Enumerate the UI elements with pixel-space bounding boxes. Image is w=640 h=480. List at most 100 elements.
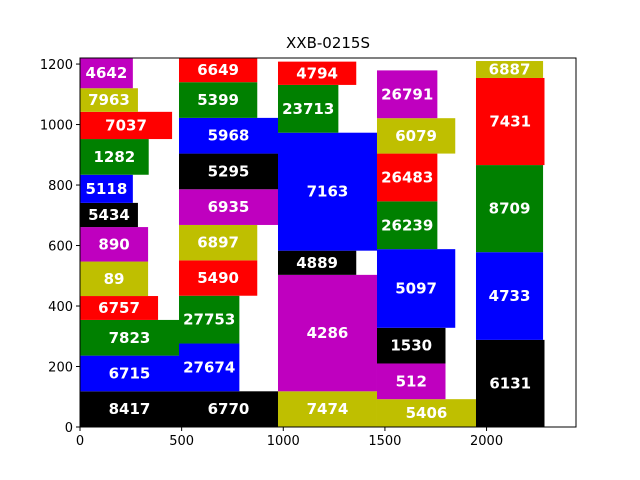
rect-512 — [376, 363, 446, 400]
rect-6887 — [475, 61, 544, 78]
x-tick-label: 500 — [169, 434, 194, 449]
y-tick-label: 800 — [48, 179, 73, 194]
rect-label: 7037 — [105, 116, 147, 134]
rect-label: 27674 — [183, 358, 235, 376]
chart-title: XXB-0215S — [286, 34, 370, 52]
rect-label: 6897 — [197, 234, 239, 252]
rect-label: 1282 — [93, 148, 135, 166]
rect-label: 26791 — [381, 85, 433, 103]
rect-label: 8709 — [489, 200, 531, 218]
x-tick-label: 2000 — [470, 434, 503, 449]
x-tick-label: 0 — [76, 434, 84, 449]
rect-8417 — [80, 391, 179, 427]
rect-label: 5118 — [86, 180, 128, 198]
chart-rects: 8417 6715 7823 6757 89 890 5434 5118 1282 7037 796… — [80, 58, 545, 427]
rect-4794 — [277, 61, 357, 85]
rect-6757 — [80, 296, 159, 320]
rect-5097 — [376, 249, 456, 328]
rect-label: 6131 — [489, 374, 531, 392]
rect-label: 4286 — [307, 324, 349, 342]
rect-7963 — [80, 88, 138, 112]
rect-1282 — [80, 139, 149, 175]
y-tick-label: 400 — [48, 300, 73, 315]
rect-label: 4889 — [296, 254, 338, 272]
rect-label: 27753 — [183, 311, 235, 329]
rect-label: 6079 — [395, 127, 437, 145]
rect-890 — [80, 227, 149, 262]
x-axis: 0 500 1000 1500 2000 — [76, 427, 503, 449]
rect-26483 — [376, 153, 438, 202]
rect-label: 4642 — [86, 64, 128, 82]
rect-label: 5399 — [197, 91, 239, 109]
rect-4889 — [277, 250, 357, 275]
rect-7037 — [80, 111, 173, 140]
rect-4642 — [80, 58, 133, 89]
rect-8709 — [475, 165, 544, 253]
rect-label: 890 — [98, 235, 129, 253]
rect-7163 — [277, 132, 377, 251]
rect-label: 5434 — [88, 206, 130, 224]
rect-23713 — [277, 84, 339, 133]
rect-5118 — [80, 174, 133, 203]
rect-6897 — [178, 224, 258, 261]
rect-4286 — [277, 274, 377, 392]
rect-7823 — [80, 319, 179, 356]
x-tick-label: 1500 — [368, 434, 401, 449]
plot-frame — [79, 57, 577, 428]
rect-label: 7474 — [307, 400, 349, 418]
rect-label: 6935 — [208, 198, 250, 216]
rect-label: 26239 — [381, 216, 433, 234]
rect-label: 7823 — [109, 329, 151, 347]
rect-6649 — [178, 58, 258, 83]
rect-89 — [80, 261, 149, 297]
y-tick-label: 1200 — [40, 58, 73, 73]
rect-5399 — [178, 82, 258, 118]
rect-7474 — [277, 391, 377, 427]
rect-label: 5097 — [395, 279, 437, 297]
rect-5490 — [178, 260, 258, 296]
rect-label: 7963 — [88, 91, 130, 109]
rect-6131 — [475, 339, 545, 427]
rect-label: 23713 — [282, 100, 334, 118]
rect-6715 — [80, 355, 179, 392]
y-axis: 0 200 400 600 800 1000 1200 — [40, 58, 80, 436]
rect-label: 6649 — [197, 61, 239, 79]
rect-5434 — [80, 202, 138, 228]
rect-label: 8417 — [109, 400, 151, 418]
rect-5295 — [178, 153, 278, 190]
rect-label: 6715 — [109, 364, 151, 382]
y-tick-label: 1000 — [40, 119, 73, 134]
rect-26239 — [376, 201, 438, 250]
rect-label: 7163 — [307, 183, 349, 201]
rect-label: 7431 — [489, 113, 531, 131]
rect-label: 5968 — [208, 127, 250, 145]
rect-label: 26483 — [381, 168, 433, 186]
y-tick-label: 600 — [48, 240, 73, 255]
rect-4733 — [475, 252, 544, 340]
rect-1530 — [376, 327, 446, 364]
rect-5406 — [376, 399, 476, 427]
rect-6935 — [178, 189, 278, 225]
rect-label: 4733 — [489, 287, 531, 305]
rect-label: 6887 — [489, 60, 531, 78]
rect-27674 — [178, 343, 240, 392]
rect-label: 6770 — [208, 400, 250, 418]
rect-label: 4794 — [296, 64, 338, 82]
rect-label: 5490 — [197, 269, 239, 287]
x-tick-label: 1000 — [267, 434, 300, 449]
rect-7431 — [475, 77, 545, 166]
y-tick-label: 200 — [48, 361, 73, 376]
rect-label: 5406 — [406, 404, 448, 422]
rect-label: 89 — [104, 270, 125, 288]
rect-6079 — [376, 118, 456, 154]
y-tick-label: 0 — [65, 421, 73, 436]
rect-26791 — [376, 70, 438, 119]
rect-label: 512 — [396, 372, 427, 390]
rect-label: 6757 — [98, 299, 140, 317]
rect-6770 — [178, 391, 278, 427]
rect-27753 — [178, 295, 240, 344]
rect-label: 1530 — [390, 337, 432, 355]
rect-label: 5295 — [208, 162, 250, 180]
rect-5968 — [178, 117, 278, 154]
